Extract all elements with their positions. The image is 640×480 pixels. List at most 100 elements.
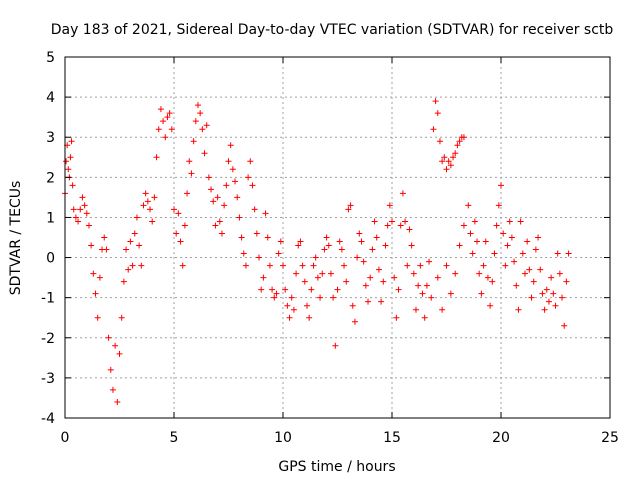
data-point: [469, 250, 476, 257]
data-point: [443, 262, 450, 269]
data-point: [495, 202, 502, 209]
data-point: [325, 242, 332, 249]
data-point: [142, 190, 149, 197]
data-point: [367, 274, 374, 281]
data-point: [63, 158, 70, 165]
y-tick-label: -4: [41, 411, 55, 427]
data-point: [197, 110, 204, 117]
chart-title: Day 183 of 2021, Sidereal Day-to-day VTE…: [51, 22, 614, 38]
data-point: [269, 286, 276, 293]
data-point: [362, 282, 369, 289]
data-point: [343, 278, 350, 285]
data-point: [312, 254, 319, 261]
data-point: [310, 262, 317, 269]
data-point: [456, 138, 463, 145]
data-point: [480, 262, 487, 269]
data-point: [452, 150, 459, 157]
data-point: [351, 318, 358, 325]
data-point: [280, 262, 286, 269]
data-point: [391, 274, 398, 281]
x-tick-label: 25: [601, 430, 619, 446]
data-point: [345, 206, 352, 213]
data-point: [517, 218, 524, 225]
data-point: [125, 266, 132, 273]
data-point: [290, 306, 297, 313]
data-point: [415, 282, 422, 289]
data-point: [225, 158, 232, 165]
data-point: [426, 258, 433, 265]
data-point: [519, 250, 526, 257]
data-point: [452, 270, 459, 277]
data-point: [380, 278, 387, 285]
data-point: [341, 262, 348, 269]
data-point: [157, 106, 164, 113]
data-point: [428, 294, 435, 301]
data-point: [297, 238, 304, 245]
data-point: [460, 222, 467, 229]
data-point: [94, 314, 101, 321]
data-point: [460, 134, 467, 141]
data-point: [140, 202, 147, 209]
data-point: [356, 230, 363, 237]
data-point: [105, 334, 112, 341]
data-point: [162, 134, 169, 141]
data-point: [120, 278, 127, 285]
data-point: [242, 262, 249, 269]
data-point: [389, 218, 395, 225]
data-point: [153, 154, 160, 161]
data-point: [168, 126, 175, 133]
data-point: [227, 142, 234, 149]
data-point: [260, 274, 267, 281]
data-point: [81, 202, 88, 209]
data-point: [445, 158, 452, 165]
data-point: [90, 270, 97, 277]
data-point: [218, 230, 225, 237]
data-point: [118, 314, 125, 321]
y-tick-label: 0: [46, 251, 55, 267]
x-axis-label: GPS time / hours: [278, 459, 395, 475]
data-point: [493, 222, 500, 229]
x-tick-label: 15: [383, 430, 401, 446]
data-point: [500, 230, 507, 237]
data-point: [112, 342, 119, 349]
data-point: [338, 246, 345, 253]
data-point: [238, 234, 245, 241]
data-point: [192, 118, 199, 125]
data-point: [308, 286, 315, 293]
data-point: [434, 274, 441, 281]
data-point: [430, 126, 437, 133]
data-point: [301, 278, 308, 285]
data-point: [188, 170, 195, 177]
data-point: [478, 290, 485, 297]
data-point: [214, 194, 221, 201]
data-point: [201, 150, 208, 157]
data-point: [208, 186, 215, 193]
data-point: [528, 294, 535, 301]
data-point: [321, 246, 328, 253]
data-point: [293, 270, 300, 277]
data-point: [548, 274, 555, 281]
data-point: [447, 290, 454, 297]
data-point: [504, 242, 511, 249]
data-point: [181, 222, 188, 229]
data-point: [177, 238, 184, 245]
data-point: [502, 262, 509, 269]
data-point: [232, 178, 239, 185]
data-point: [491, 250, 498, 257]
data-point: [406, 226, 413, 233]
data-point: [96, 274, 103, 281]
data-point: [443, 166, 450, 173]
data-point: [399, 190, 406, 197]
data-point: [234, 194, 241, 201]
data-point: [240, 250, 247, 257]
data-point: [271, 294, 278, 301]
axis-ticks: [64, 56, 611, 419]
data-point: [190, 138, 197, 145]
data-point: [129, 262, 136, 269]
data-point: [203, 122, 210, 129]
data-point: [212, 222, 219, 229]
data-point: [559, 294, 566, 301]
data-point: [456, 242, 463, 249]
data-point: [439, 158, 446, 165]
data-point: [77, 206, 84, 213]
